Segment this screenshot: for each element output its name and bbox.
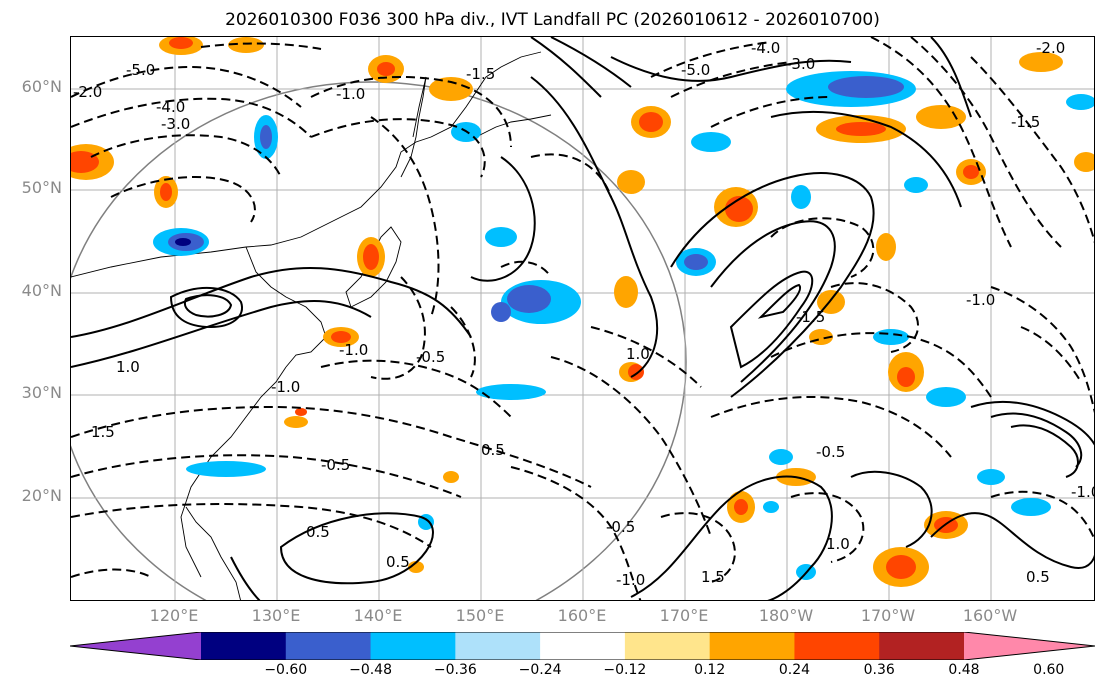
lon-label-140e: 140°E (353, 606, 403, 625)
colorbar-cell (455, 632, 541, 660)
lat-label-40n: 40°N (21, 281, 62, 300)
map-graphic: -5.0 -2.0 -4.0 -3.0 -1.0 -1.5 -1.0 -0.5 … (71, 37, 1095, 600)
lon-label-130e: 130°E (251, 606, 301, 625)
contour-label: -2.0 (1036, 39, 1065, 57)
lon-label-160e: 160°E (557, 606, 607, 625)
contour-label: 0.5 (386, 553, 410, 571)
contours-positive (71, 37, 1094, 600)
contour-label: -1.5 (1011, 113, 1040, 131)
contour-label: -2.0 (73, 83, 102, 101)
map-plot-area: -5.0 -2.0 -4.0 -3.0 -1.0 -1.5 -1.0 -0.5 … (70, 36, 1095, 601)
contour-label: -3.0 (786, 55, 815, 73)
contour-label: -3.0 (161, 115, 190, 133)
contour-label: -5.0 (126, 61, 155, 79)
contour-label: -0.5 (816, 443, 845, 461)
contour-label: 1.0 (116, 358, 140, 376)
colorbar-tick-label: 0.24 (778, 662, 811, 678)
contour-label: -1.0 (616, 571, 645, 589)
colorbar-cell (285, 632, 372, 660)
contour-label: -5.0 (681, 61, 710, 79)
contour-labels: -5.0 -2.0 -4.0 -3.0 -1.0 -1.5 -1.0 -0.5 … (73, 39, 1095, 589)
contour-label: -0.5 (606, 518, 635, 536)
contour-label: 0.5 (481, 441, 505, 459)
contour-label: -1.5 (796, 308, 825, 326)
contour-label: -1.0 (1071, 483, 1095, 501)
contour-label: -1.0 (336, 85, 365, 103)
contour-label: -4.0 (156, 98, 185, 116)
contour-label: -0.5 (416, 348, 445, 366)
lat-label-60n: 60°N (21, 77, 62, 96)
contour-label: -1.0 (966, 291, 995, 309)
contour-label: -1.0 (271, 378, 300, 396)
colorbar-cell (794, 632, 880, 660)
lon-label-170w: 170°W (860, 606, 916, 625)
lon-label-150e: 150°E (455, 606, 505, 625)
contour-label: 0.5 (306, 523, 330, 541)
region-circle (71, 81, 687, 600)
colorbar-cell (370, 632, 456, 660)
colorbar-tick-label: −0.12 (603, 662, 647, 678)
colorbar-extend-low (70, 632, 201, 660)
contour-label: 0.5 (1026, 568, 1050, 586)
colorbar-cell (624, 632, 711, 660)
colorbar-tick-label: −0.60 (264, 662, 308, 678)
colorbar-tick-label: −0.48 (349, 662, 392, 678)
contour-label: -4.0 (751, 39, 780, 57)
colorbar-tick-label: 0.12 (694, 662, 726, 678)
lat-label-20n: 20°N (21, 486, 62, 505)
colorbar-cell (201, 632, 287, 660)
colorbar-tick-label: 0.36 (863, 662, 895, 678)
lon-label-120e: 120°E (149, 606, 199, 625)
colorbar-tick-label: −0.24 (518, 662, 562, 678)
lat-label-50n: 50°N (21, 178, 62, 197)
colorbar-tick-label: 0.48 (948, 662, 980, 678)
contour-label: 1.5 (91, 423, 115, 441)
contour-label: 1.0 (626, 345, 650, 363)
lon-label-180w: 180°W (758, 606, 814, 625)
contour-label: 1.0 (826, 535, 850, 553)
contour-label: -1.0 (339, 341, 368, 359)
colorbar-cell (879, 632, 965, 660)
colorbar-tick-label: 0.60 (1033, 662, 1065, 678)
colorbar (70, 632, 1095, 660)
colorbar-cell (540, 632, 626, 660)
colorbar-extend-high (964, 632, 1095, 660)
contour-label: 1.5 (701, 568, 725, 586)
contour-label: -0.5 (321, 456, 350, 474)
lon-label-170e: 170°E (659, 606, 709, 625)
contours-negative (71, 37, 1094, 600)
map-title: 2026010300 F036 300 hPa div., IVT Landfa… (225, 10, 880, 30)
contour-label: -1.5 (466, 65, 495, 83)
lat-label-30n: 30°N (21, 383, 62, 402)
divergence-shading (71, 37, 1094, 587)
colorbar-cell (709, 632, 795, 660)
lon-label-160w: 160°W (962, 606, 1018, 625)
colorbar-tick-label: −0.36 (433, 662, 477, 678)
